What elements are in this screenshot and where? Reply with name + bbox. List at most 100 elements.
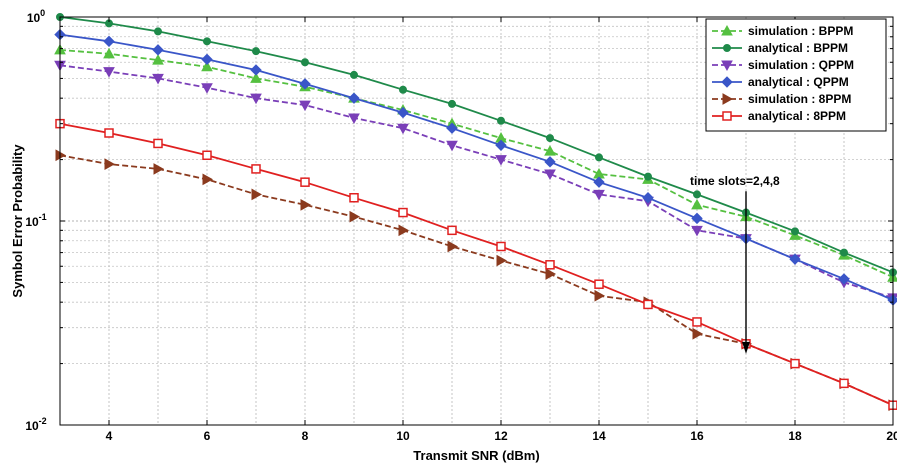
data-point bbox=[691, 198, 703, 210]
data-point bbox=[104, 158, 116, 170]
data-point bbox=[593, 176, 605, 188]
x-tick-label: 20 bbox=[886, 429, 897, 443]
annotation: time slots=2,4,8 bbox=[690, 174, 780, 354]
data-point bbox=[153, 138, 163, 149]
data-point bbox=[103, 47, 115, 59]
data-point bbox=[251, 188, 263, 201]
data-point bbox=[251, 164, 261, 174]
x-tick-label: 16 bbox=[690, 429, 704, 443]
data-point bbox=[104, 128, 114, 138]
x-tick-label: 10 bbox=[396, 429, 410, 443]
series-1 bbox=[56, 13, 897, 277]
data-point bbox=[202, 150, 212, 161]
legend-label: simulation : BPPM bbox=[748, 24, 853, 38]
data-point bbox=[594, 279, 604, 289]
data-point bbox=[348, 92, 360, 104]
data-point bbox=[692, 317, 702, 327]
data-point bbox=[250, 64, 262, 76]
data-point bbox=[299, 78, 311, 90]
annotation-text: time slots=2,4,8 bbox=[690, 174, 780, 188]
legend-marker bbox=[721, 60, 733, 72]
data-point bbox=[397, 123, 409, 135]
x-axis-label: Transmit SNR (dBm) bbox=[413, 448, 539, 463]
legend-marker bbox=[722, 111, 732, 121]
data-point bbox=[839, 378, 849, 389]
data-point bbox=[103, 67, 115, 78]
data-point bbox=[299, 100, 311, 112]
x-tick-label: 18 bbox=[788, 429, 802, 443]
data-point bbox=[252, 47, 260, 56]
legend-marker bbox=[723, 44, 731, 52]
data-point bbox=[643, 299, 653, 310]
data-point bbox=[593, 189, 605, 201]
data-point bbox=[496, 254, 508, 267]
data-point bbox=[349, 210, 361, 223]
data-point bbox=[447, 225, 457, 236]
legend-item: simulation : QPPM bbox=[712, 58, 854, 72]
data-point bbox=[103, 35, 115, 48]
data-point bbox=[152, 54, 164, 65]
legend-label: analytical : BPPM bbox=[748, 41, 848, 55]
data-point bbox=[447, 240, 459, 253]
x-tick-label: 14 bbox=[592, 429, 606, 443]
data-point bbox=[791, 227, 799, 236]
data-point bbox=[446, 122, 458, 134]
data-point bbox=[448, 99, 456, 108]
data-point bbox=[691, 212, 703, 225]
data-point bbox=[203, 37, 211, 46]
data-point bbox=[594, 289, 606, 302]
data-point bbox=[546, 134, 554, 143]
y-tick-exponent: -1 bbox=[39, 212, 47, 222]
legend-item: analytical : 8PPM bbox=[712, 109, 846, 123]
legend-item: simulation : 8PPM bbox=[712, 92, 851, 106]
data-point bbox=[301, 58, 309, 67]
data-point bbox=[644, 172, 652, 181]
data-point bbox=[544, 156, 556, 168]
data-point bbox=[789, 253, 801, 265]
data-point bbox=[201, 53, 213, 66]
data-point bbox=[642, 192, 654, 204]
legend-marker bbox=[721, 24, 733, 36]
series-line bbox=[59, 49, 894, 279]
x-tick-label: 4 bbox=[106, 429, 113, 443]
y-tick-base: 10 bbox=[27, 11, 41, 25]
series-line bbox=[59, 154, 894, 407]
data-point bbox=[446, 140, 458, 152]
legend-item: analytical : QPPM bbox=[712, 75, 849, 89]
y-tick-base: 10 bbox=[25, 215, 39, 229]
x-tick-label: 12 bbox=[494, 429, 508, 443]
data-point bbox=[545, 268, 557, 280]
y-tick-label: 10-2 bbox=[25, 416, 46, 433]
data-point bbox=[838, 273, 850, 285]
data-point bbox=[693, 190, 701, 199]
data-point bbox=[840, 248, 848, 257]
legend-label: simulation : QPPM bbox=[748, 58, 854, 72]
series-4 bbox=[55, 149, 897, 412]
series-5 bbox=[55, 118, 897, 410]
data-point bbox=[496, 241, 506, 252]
y-tick-label: 100 bbox=[27, 8, 45, 25]
data-point bbox=[398, 224, 410, 237]
series-line bbox=[59, 122, 894, 407]
data-point bbox=[152, 44, 164, 56]
data-point bbox=[495, 139, 507, 152]
y-tick-label: 10-1 bbox=[25, 212, 46, 229]
x-tick-label: 6 bbox=[204, 429, 211, 443]
y-tick-exponent: 0 bbox=[40, 8, 45, 18]
data-point bbox=[398, 207, 408, 218]
data-point bbox=[790, 358, 800, 369]
y-tick-base: 10 bbox=[25, 419, 39, 433]
data-point bbox=[544, 145, 556, 156]
y-axis-label: Symbol Error Probability bbox=[10, 144, 25, 298]
data-point bbox=[544, 169, 556, 181]
data-point bbox=[595, 153, 603, 162]
data-point bbox=[399, 85, 407, 94]
legend-item: simulation : BPPM bbox=[712, 24, 853, 38]
data-point bbox=[397, 106, 409, 119]
data-point bbox=[300, 198, 312, 211]
annotation-arrowhead bbox=[742, 341, 750, 354]
data-point bbox=[545, 260, 555, 270]
data-point bbox=[691, 225, 703, 237]
